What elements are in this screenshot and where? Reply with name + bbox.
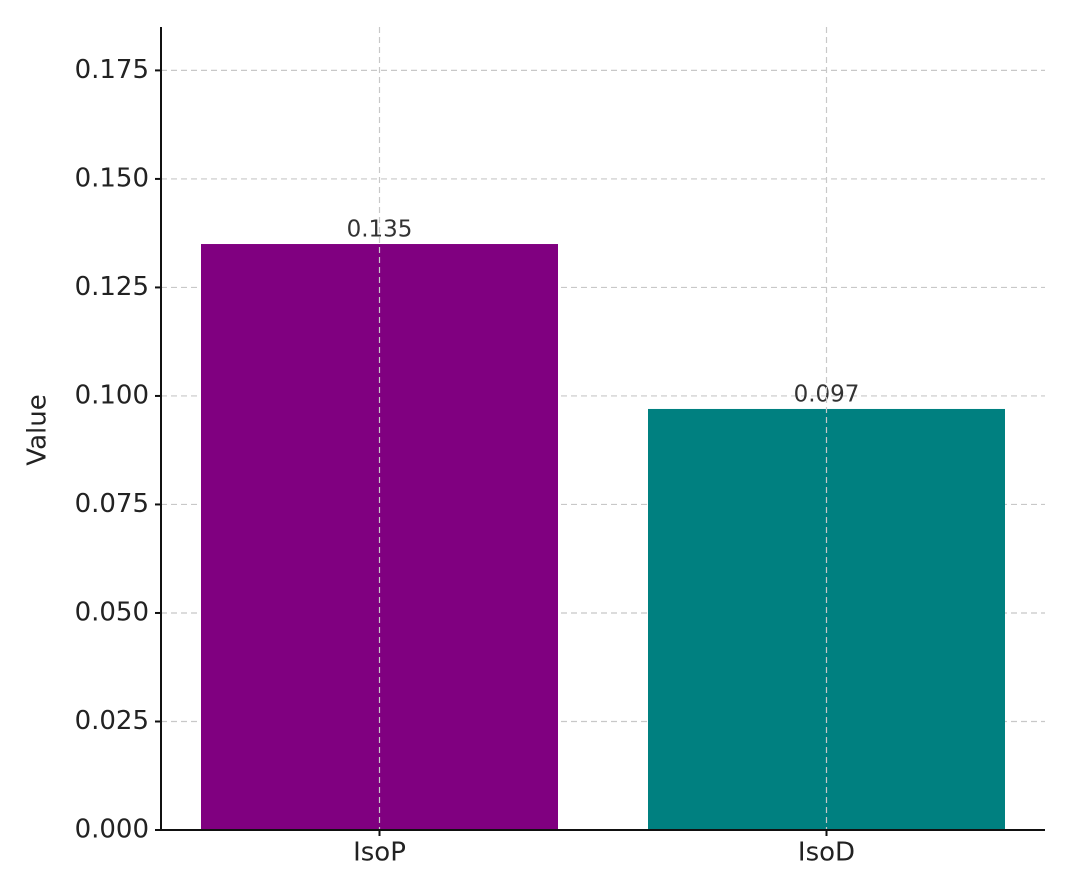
y-tick-label: 0.000 <box>75 815 149 845</box>
y-tick-label: 0.150 <box>75 163 149 193</box>
y-axis-label: Value <box>23 394 53 465</box>
y-tick-label: 0.050 <box>75 597 149 627</box>
value-label: 0.097 <box>794 381 860 407</box>
y-tick-label: 0.175 <box>75 55 149 85</box>
x-tick-label: IsoD <box>798 838 855 868</box>
x-tick-label: IsoP <box>353 838 406 868</box>
y-tick-label: 0.025 <box>75 706 149 736</box>
y-tick-label: 0.075 <box>75 489 149 519</box>
y-tick-label: 0.125 <box>75 272 149 302</box>
y-tick-label: 0.100 <box>75 380 149 410</box>
